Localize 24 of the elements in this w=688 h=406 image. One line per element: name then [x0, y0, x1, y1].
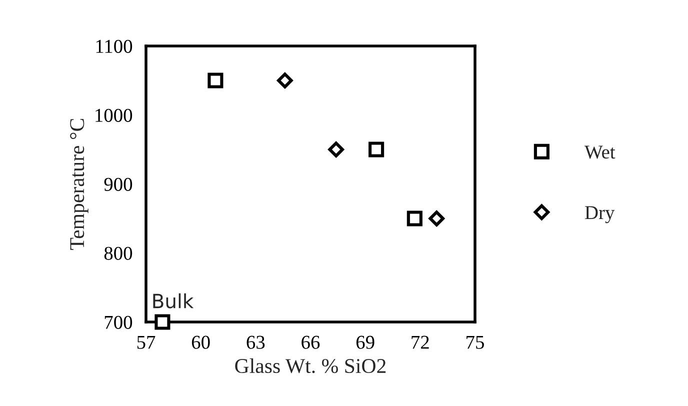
legend-label: Dry — [585, 206, 615, 224]
x-tick-label: 72 — [412, 336, 429, 349]
y-tick-label: 700 — [104, 316, 132, 329]
x-tick-label: 63 — [246, 336, 265, 349]
x-tick-label: 57 — [137, 336, 156, 349]
x-tick-label: 75 — [466, 336, 484, 349]
y-tick-label: 800 — [104, 246, 132, 260]
point — [277, 72, 293, 88]
x-tick-label: 66 — [302, 336, 320, 349]
y-tick-label: 900 — [104, 178, 132, 191]
point — [428, 210, 445, 226]
point — [368, 142, 384, 158]
point — [328, 142, 344, 158]
point — [406, 210, 422, 226]
point — [154, 314, 170, 330]
y-axis-title: Temperature °C — [70, 118, 88, 250]
y-tick-label: 1100 — [96, 40, 132, 53]
point — [208, 72, 224, 88]
annotation: Bulk — [153, 293, 194, 308]
x-tick-label: 69 — [356, 336, 374, 349]
y-tick-label: 1000 — [96, 108, 132, 122]
legend-label: Wet — [584, 146, 616, 159]
x-axis-title: Glass Wt. % SiO2 — [235, 358, 386, 374]
x-tick-label: 60 — [192, 336, 210, 349]
